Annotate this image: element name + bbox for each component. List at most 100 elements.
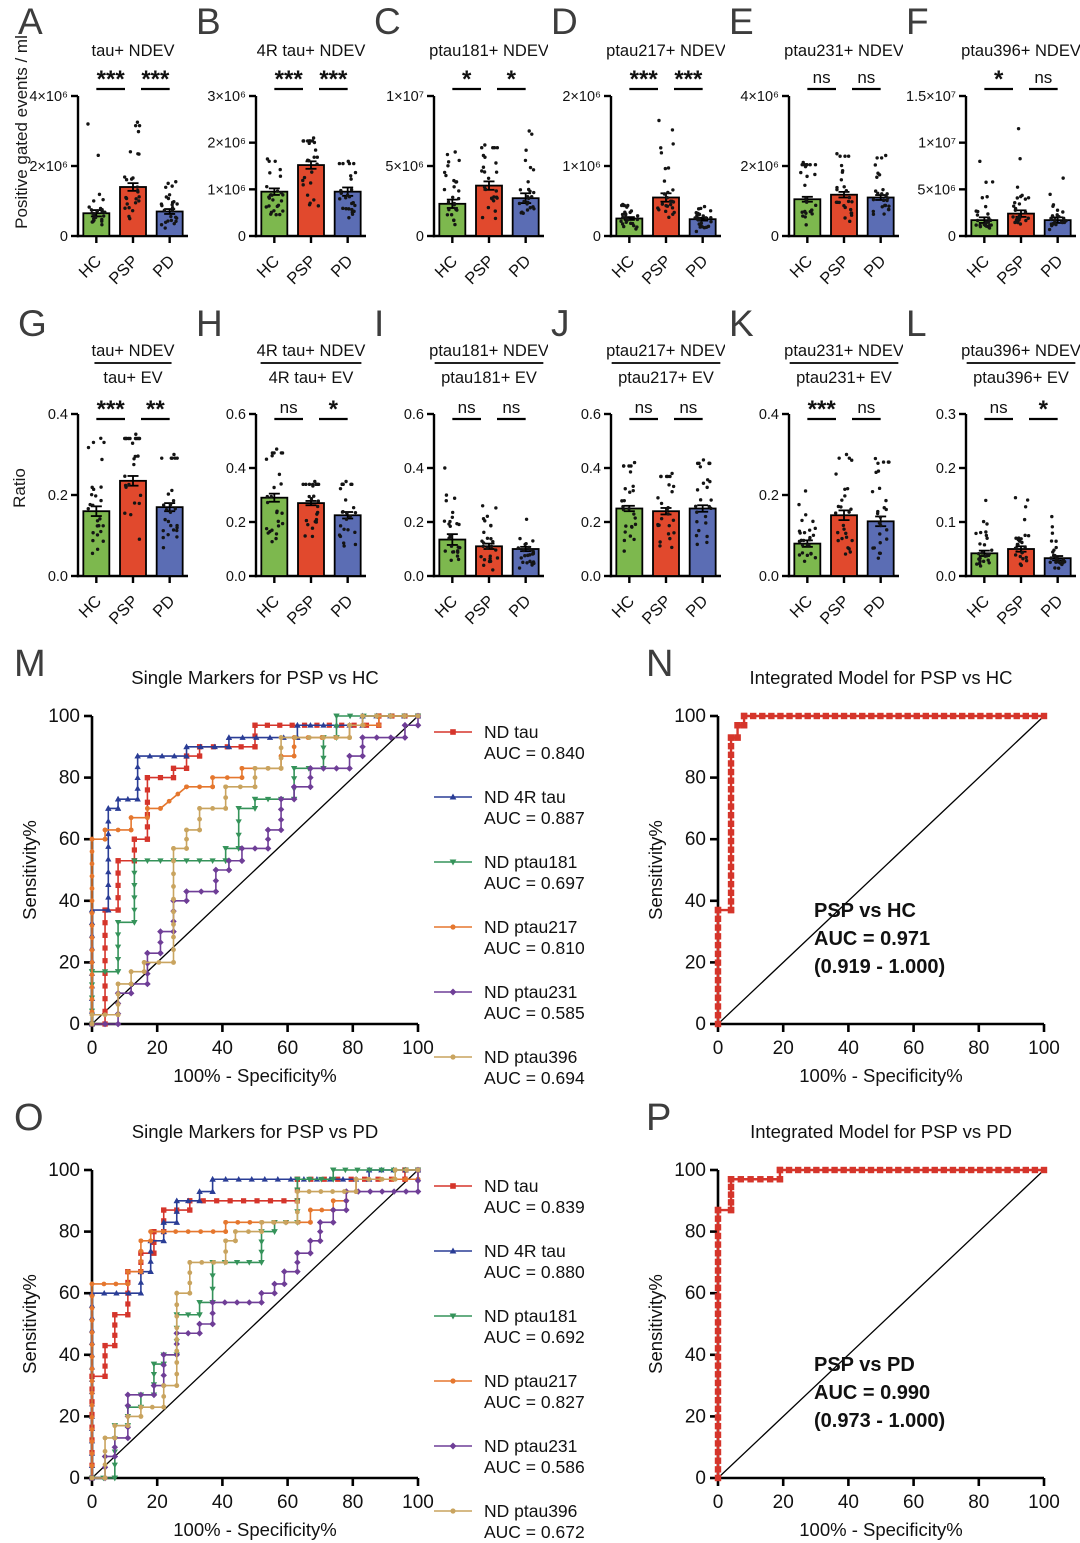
svg-text:tau+ NDEV: tau+ NDEV xyxy=(92,342,175,360)
svg-text:4×10⁶: 4×10⁶ xyxy=(29,89,68,105)
svg-text:0: 0 xyxy=(713,1492,724,1513)
svg-text:HC: HC xyxy=(964,252,994,282)
svg-text:0.4: 0.4 xyxy=(759,407,779,423)
svg-text:ns: ns xyxy=(813,68,831,87)
svg-text:80: 80 xyxy=(59,768,80,789)
svg-text:***: *** xyxy=(674,66,703,93)
svg-text:0: 0 xyxy=(948,229,956,245)
svg-text:0.2: 0.2 xyxy=(404,515,424,531)
panel-m-roc-chart: M Single Markers for PSP vs HC 0 20 40 60 80 10… xyxy=(14,643,585,1088)
svg-text:***: *** xyxy=(275,66,304,93)
svg-text:E: E xyxy=(729,1,754,42)
svg-text:0.1: 0.1 xyxy=(936,515,956,531)
svg-text:Sensitivity%: Sensitivity% xyxy=(19,820,40,920)
svg-text:Single Markers for PSP vs PD: Single Markers for PSP vs PD xyxy=(132,1121,378,1142)
svg-text:40: 40 xyxy=(212,1492,233,1513)
svg-text:AUC = 0.990: AUC = 0.990 xyxy=(814,1382,930,1404)
svg-text:0: 0 xyxy=(713,1038,724,1059)
significance: * * xyxy=(452,66,526,93)
svg-text:PD: PD xyxy=(328,592,357,621)
significance: *** ** xyxy=(96,396,170,423)
svg-text:80: 80 xyxy=(685,1222,706,1243)
x-axis-labels: HC PSP PD xyxy=(787,576,890,628)
svg-text:20: 20 xyxy=(685,1406,706,1427)
svg-text:PSP vs HC: PSP vs HC xyxy=(814,900,916,922)
svg-text:PD: PD xyxy=(861,252,890,281)
svg-text:60: 60 xyxy=(685,1283,706,1304)
x-axis-labels: HC PSP PD xyxy=(964,236,1067,288)
svg-text:**: ** xyxy=(146,396,165,423)
svg-text:ptau231+ EV: ptau231+ EV xyxy=(796,369,892,387)
svg-text:0.0: 0.0 xyxy=(48,569,68,585)
svg-text:AUC = 0.585: AUC = 0.585 xyxy=(484,1003,585,1023)
x-axis-labels: HC PSP PD xyxy=(964,576,1067,628)
panel-title: ptau181+ NDEV xyxy=(429,42,548,60)
svg-text:ND ptau396: ND ptau396 xyxy=(484,1501,577,1521)
svg-text:G: G xyxy=(18,303,47,344)
svg-text:0: 0 xyxy=(238,229,246,245)
svg-text:3×10⁶: 3×10⁶ xyxy=(207,89,246,105)
data-dots xyxy=(264,447,358,548)
svg-text:O: O xyxy=(14,1097,44,1139)
svg-text:PSP: PSP xyxy=(639,252,675,288)
bars xyxy=(260,164,362,237)
bars xyxy=(260,496,362,577)
svg-text:HC: HC xyxy=(964,592,994,622)
svg-text:D: D xyxy=(551,1,578,42)
axes: 0.0 0.2 0.4 0.6 xyxy=(404,407,544,585)
svg-text:PSP: PSP xyxy=(106,592,142,628)
svg-text:ptau181+ EV: ptau181+ EV xyxy=(441,369,537,387)
svg-text:HC: HC xyxy=(254,592,284,622)
svg-text:ND ptau181: ND ptau181 xyxy=(484,1306,577,1326)
data-dots xyxy=(86,432,179,556)
x-axis-labels: HC PSP PD xyxy=(76,236,179,288)
axes: 0 20 40 60 80 100 0 20 40 60 80 100 100% - Specifici… xyxy=(645,1160,1060,1540)
svg-text:AUC = 0.887: AUC = 0.887 xyxy=(484,808,585,828)
svg-text:M: M xyxy=(14,643,46,685)
svg-text:40: 40 xyxy=(59,1345,80,1366)
svg-text:80: 80 xyxy=(968,1492,989,1513)
data-dots xyxy=(86,120,179,230)
svg-text:60: 60 xyxy=(59,829,80,850)
svg-text:0.6: 0.6 xyxy=(226,407,246,423)
svg-text:80: 80 xyxy=(59,1222,80,1243)
svg-text:0: 0 xyxy=(87,1492,98,1513)
roc-series-0 xyxy=(714,712,1048,1028)
svg-text:0.0: 0.0 xyxy=(226,569,246,585)
svg-text:K: K xyxy=(729,303,754,344)
panel-title: ptau181+ NDEV ptau181+ EV xyxy=(429,342,548,387)
svg-text:I: I xyxy=(374,303,384,344)
svg-text:PSP: PSP xyxy=(106,252,142,288)
svg-text:AUC = 0.839: AUC = 0.839 xyxy=(484,1197,585,1217)
svg-text:ND tau: ND tau xyxy=(484,1176,538,1196)
svg-text:AUC = 0.697: AUC = 0.697 xyxy=(484,873,585,893)
svg-text:Single Markers for PSP vs HC: Single Markers for PSP vs HC xyxy=(131,667,378,688)
svg-text:AUC = 0.672: AUC = 0.672 xyxy=(484,1522,585,1542)
panel-title: ptau217+ NDEV xyxy=(606,42,725,60)
svg-text:PD: PD xyxy=(1038,592,1067,621)
data-dots xyxy=(620,458,713,553)
svg-text:100: 100 xyxy=(402,1492,434,1513)
svg-text:ptau181+ NDEV: ptau181+ NDEV xyxy=(429,42,548,60)
svg-text:***: *** xyxy=(808,396,837,423)
svg-text:ns: ns xyxy=(679,398,697,417)
svg-text:PSP: PSP xyxy=(462,252,498,288)
svg-text:0: 0 xyxy=(69,1468,80,1489)
svg-text:0.4: 0.4 xyxy=(581,461,601,477)
panel-h-bar-chart: H 4R tau+ NDEV 4R tau+ EV 0.0 0.2 0.4 0.6 HC PSP… xyxy=(196,303,366,628)
svg-text:Integrated Model for PSP vs PD: Integrated Model for PSP vs PD xyxy=(750,1121,1012,1142)
svg-text:HC: HC xyxy=(609,252,639,282)
panel-o-roc-chart: O Single Markers for PSP vs PD 0 20 40 60 80 10… xyxy=(14,1097,585,1542)
data-dots xyxy=(797,452,891,563)
data-dots xyxy=(799,152,891,227)
axes: 0 1×10⁶ 2×10⁶ xyxy=(562,89,721,245)
svg-text:60: 60 xyxy=(903,1492,924,1513)
svg-text:100: 100 xyxy=(48,706,80,727)
svg-text:100: 100 xyxy=(48,1160,80,1181)
roc-series-5 xyxy=(89,1167,421,1481)
significance: *** ns xyxy=(807,396,881,423)
svg-text:0: 0 xyxy=(695,1014,706,1035)
